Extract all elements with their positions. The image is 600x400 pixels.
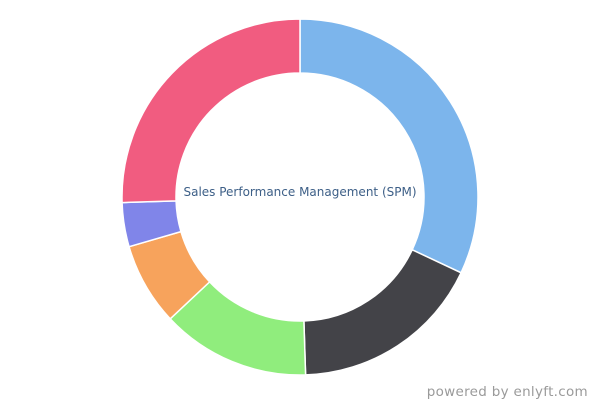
donut-slice-2[interactable] xyxy=(303,248,463,376)
footer-credit[interactable]: powered by enlyft.com xyxy=(427,384,588,400)
chart-title: Sales Performance Management (SPM) xyxy=(183,185,416,199)
donut-slice-6[interactable] xyxy=(121,18,301,204)
slices-group xyxy=(121,18,479,376)
donut-slice-1[interactable] xyxy=(299,18,479,274)
